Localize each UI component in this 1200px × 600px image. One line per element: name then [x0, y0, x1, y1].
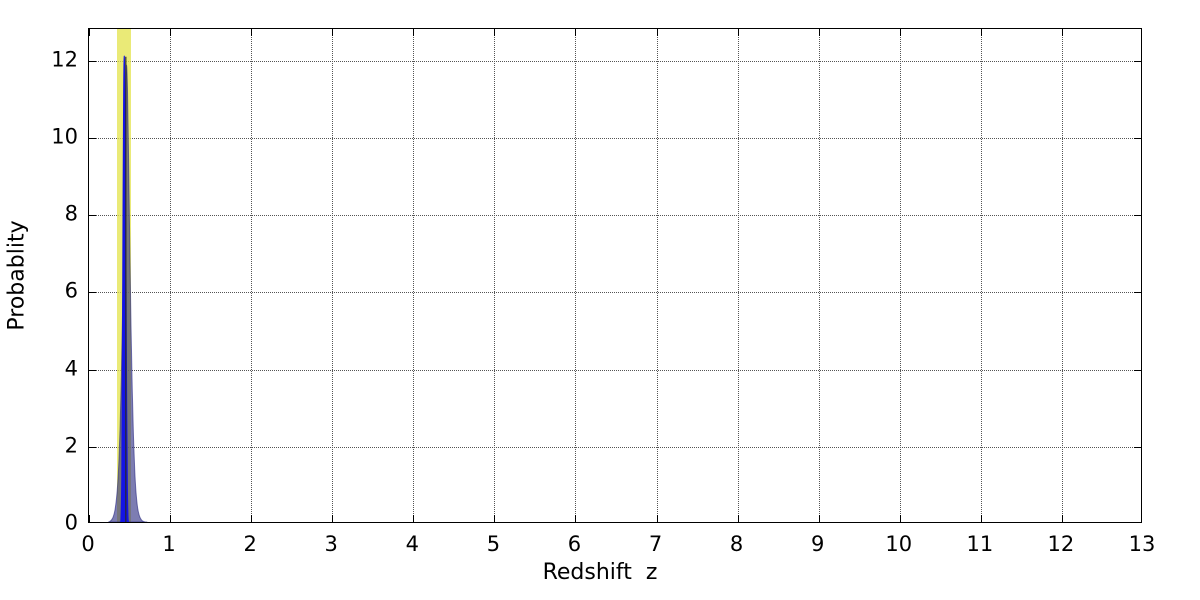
x-tick-label: 10 [885, 532, 913, 556]
x-tick-label: 1 [162, 532, 176, 556]
x-tick-mark [737, 515, 739, 522]
x-tick-label: 5 [486, 532, 501, 556]
x-tick-mark [332, 515, 334, 522]
x-tick-mark [737, 29, 739, 36]
x-tick-label: 7 [648, 532, 663, 556]
y-tick-label: 4 [64, 356, 78, 381]
y-tick-label: 6 [64, 278, 78, 303]
x-axis-label: Redshift z [542, 560, 658, 585]
y-tick-label: 0 [64, 510, 78, 535]
horizontal-gridline [89, 292, 1141, 294]
y-tick-mark [1134, 137, 1141, 139]
x-tick-mark [980, 515, 982, 522]
y-tick-mark [89, 446, 96, 448]
y-tick-mark [1134, 369, 1141, 371]
x-tick-mark [1061, 515, 1063, 522]
vertical-gridline [737, 29, 739, 522]
vertical-gridline [980, 29, 982, 522]
horizontal-gridline [89, 369, 1141, 371]
vertical-gridline [494, 29, 496, 522]
x-tick-mark [170, 515, 172, 522]
y-tick-mark [89, 60, 96, 62]
y-tick-mark [89, 292, 96, 294]
y-axis-label-container: Probablity [0, 0, 34, 551]
vertical-gridline [575, 29, 577, 522]
x-tick-label: 2 [243, 532, 257, 556]
vertical-gridline [413, 29, 415, 522]
x-tick-label: 13 [1128, 532, 1156, 556]
x-tick-mark [899, 29, 901, 36]
y-tick-mark [89, 369, 96, 371]
x-tick-mark [656, 29, 658, 36]
vertical-gridline [899, 29, 901, 522]
plot-area [88, 28, 1142, 523]
x-tick-label: 3 [324, 532, 338, 556]
horizontal-gridline [89, 215, 1141, 217]
y-tick-label: 2 [64, 433, 78, 458]
x-tick-mark [1061, 29, 1063, 36]
y-tick-mark [1134, 292, 1141, 294]
y-tick-mark [89, 137, 96, 139]
x-tick-label: 4 [405, 532, 419, 556]
x-tick-mark [332, 29, 334, 36]
horizontal-gridline [89, 60, 1141, 62]
x-tick-mark [575, 515, 577, 522]
x-tick-label: 11 [966, 532, 994, 556]
x-tick-mark [89, 29, 90, 36]
vertical-gridline [818, 29, 820, 522]
x-tick-mark [251, 515, 253, 522]
x-tick-label: 12 [1047, 532, 1075, 556]
series-pdf-narrow [119, 55, 130, 522]
pdf-curves [108, 55, 148, 522]
x-tick-mark [251, 29, 253, 36]
x-tick-mark [899, 515, 901, 522]
x-tick-mark [413, 515, 415, 522]
vertical-gridline [1061, 29, 1063, 522]
vertical-gridline [656, 29, 658, 522]
y-tick-mark [89, 215, 96, 217]
y-tick-label: 8 [64, 201, 78, 226]
x-tick-mark [980, 29, 982, 36]
x-tick-mark [656, 515, 658, 522]
x-tick-label: 6 [567, 532, 582, 556]
y-tick-label: 12 [51, 47, 78, 72]
x-tick-mark [494, 515, 496, 522]
horizontal-gridline [89, 446, 1141, 448]
vertical-gridline [170, 29, 172, 522]
x-tick-label: 0 [81, 532, 95, 556]
y-axis-label: Probablity [4, 220, 30, 331]
horizontal-gridline [89, 137, 1141, 139]
y-tick-mark [1134, 215, 1141, 217]
x-tick-label: 8 [729, 532, 744, 556]
x-tick-mark [818, 515, 820, 522]
vertical-gridline [332, 29, 334, 522]
vertical-gridline [251, 29, 253, 522]
x-tick-label: 9 [811, 532, 825, 556]
x-tick-mark [494, 29, 496, 36]
y-tick-mark [1134, 60, 1141, 62]
x-tick-mark [575, 29, 577, 36]
x-tick-mark [89, 515, 90, 522]
x-tick-mark [818, 29, 820, 36]
x-tick-mark [170, 29, 172, 36]
y-tick-mark [1134, 446, 1141, 448]
y-tick-label: 10 [51, 124, 78, 149]
x-tick-mark [413, 29, 415, 36]
series-pdf-broad [108, 64, 148, 522]
